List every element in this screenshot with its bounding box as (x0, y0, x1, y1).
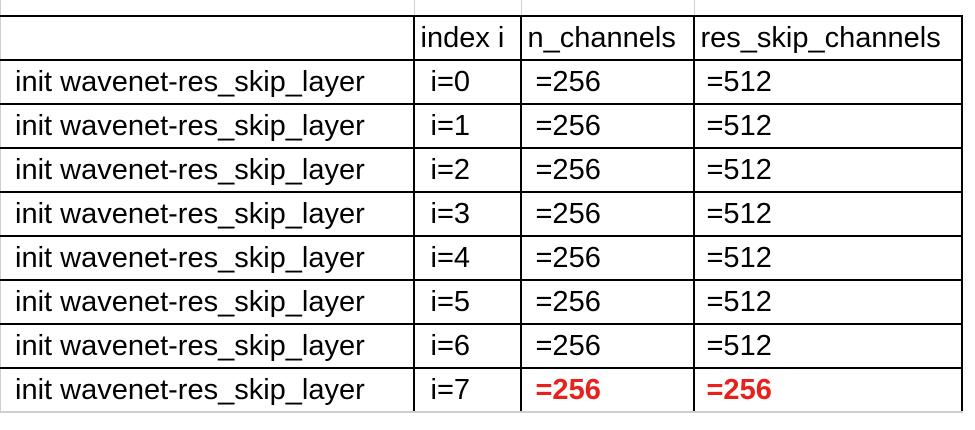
index-cell[interactable]: i=7 (412, 367, 521, 413)
n-channels-cell[interactable]: =256 (519, 59, 694, 104)
n-channels-cell[interactable]: =256 (519, 279, 694, 324)
header-cell-res-skip-channels[interactable]: res_skip_channels (692, 15, 963, 60)
layer-name-cell[interactable]: init wavenet-res_skip_layer (0, 323, 414, 368)
data-table: index i n_channels res_skip_channels ini… (0, 15, 963, 413)
n-channels-cell[interactable]: =256 (519, 235, 694, 280)
header-cell-index[interactable]: index i (412, 15, 521, 60)
n-channels-cell-highlighted[interactable]: =256 (519, 367, 694, 413)
column-divider (694, 0, 695, 15)
index-cell[interactable]: i=1 (412, 103, 521, 148)
index-cell[interactable]: i=0 (412, 59, 521, 104)
column-divider (414, 0, 415, 15)
table-row: init wavenet-res_skip_layer i=3 =256 =51… (0, 191, 963, 236)
n-channels-cell[interactable]: =256 (519, 147, 694, 192)
index-cell[interactable]: i=5 (412, 279, 521, 324)
header-cell-blank[interactable] (0, 15, 414, 60)
table-row: init wavenet-res_skip_layer i=1 =256 =51… (0, 103, 963, 148)
layer-name-cell[interactable]: init wavenet-res_skip_layer (0, 191, 414, 236)
res-skip-channels-cell[interactable]: =512 (692, 323, 963, 368)
res-skip-channels-cell[interactable]: =512 (692, 235, 963, 280)
index-cell[interactable]: i=2 (412, 147, 521, 192)
table-row: init wavenet-res_skip_layer i=5 =256 =51… (0, 279, 963, 324)
column-divider (521, 0, 522, 15)
table-row: init wavenet-res_skip_layer i=6 =256 =51… (0, 323, 963, 368)
table-row: init wavenet-res_skip_layer i=2 =256 =51… (0, 147, 963, 192)
table-row: init wavenet-res_skip_layer i=4 =256 =51… (0, 235, 963, 280)
layer-name-cell[interactable]: init wavenet-res_skip_layer (0, 103, 414, 148)
index-cell[interactable]: i=6 (412, 323, 521, 368)
layer-name-cell[interactable]: init wavenet-res_skip_layer (0, 235, 414, 280)
header-row: index i n_channels res_skip_channels (0, 15, 963, 60)
res-skip-channels-cell[interactable]: =512 (692, 103, 963, 148)
n-channels-cell[interactable]: =256 (519, 191, 694, 236)
layer-name-cell[interactable]: init wavenet-res_skip_layer (0, 59, 414, 104)
index-cell[interactable]: i=3 (412, 191, 521, 236)
table-row: init wavenet-res_skip_layer i=0 =256 =51… (0, 59, 963, 104)
table-row: init wavenet-res_skip_layer i=7 =256 =25… (0, 367, 963, 413)
layer-name-cell[interactable]: init wavenet-res_skip_layer (0, 367, 414, 413)
layer-name-cell[interactable]: init wavenet-res_skip_layer (0, 279, 414, 324)
res-skip-channels-cell[interactable]: =512 (692, 279, 963, 324)
layer-name-cell[interactable]: init wavenet-res_skip_layer (0, 147, 414, 192)
previous-row-strip (0, 0, 975, 15)
header-cell-n-channels[interactable]: n_channels (519, 15, 694, 60)
res-skip-channels-cell[interactable]: =512 (692, 191, 963, 236)
n-channels-cell[interactable]: =256 (519, 323, 694, 368)
res-skip-channels-cell[interactable]: =512 (692, 59, 963, 104)
res-skip-channels-cell-highlighted[interactable]: =256 (692, 367, 963, 413)
res-skip-channels-cell[interactable]: =512 (692, 147, 963, 192)
index-cell[interactable]: i=4 (412, 235, 521, 280)
n-channels-cell[interactable]: =256 (519, 103, 694, 148)
